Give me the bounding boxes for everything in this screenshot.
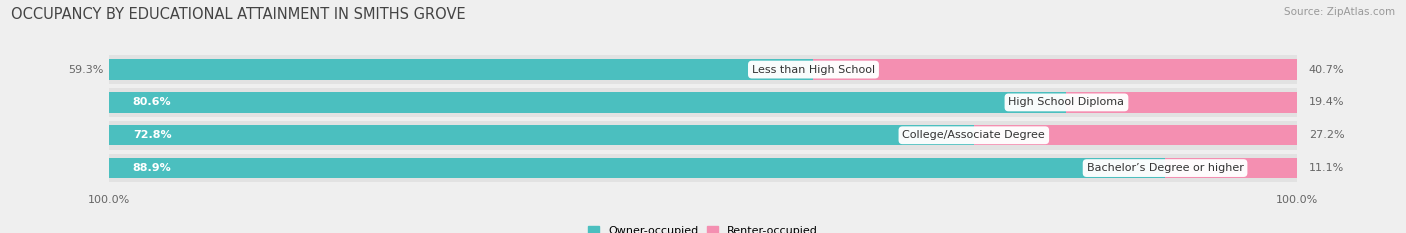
Bar bbox=[1067, 92, 1296, 113]
Text: 72.8%: 72.8% bbox=[132, 130, 172, 140]
Text: Bachelor’s Degree or higher: Bachelor’s Degree or higher bbox=[1087, 163, 1243, 173]
Bar bbox=[110, 154, 1296, 182]
Bar bbox=[1166, 158, 1296, 178]
Text: Less than High School: Less than High School bbox=[752, 65, 875, 75]
Bar bbox=[110, 158, 1166, 178]
Text: College/Associate Degree: College/Associate Degree bbox=[903, 130, 1045, 140]
Text: 40.7%: 40.7% bbox=[1309, 65, 1344, 75]
Bar bbox=[974, 125, 1296, 145]
Bar bbox=[110, 88, 1296, 117]
Bar bbox=[110, 55, 1296, 84]
Text: 59.3%: 59.3% bbox=[67, 65, 103, 75]
Text: 11.1%: 11.1% bbox=[1309, 163, 1344, 173]
Bar bbox=[814, 59, 1296, 80]
Bar bbox=[110, 121, 1296, 150]
Text: High School Diploma: High School Diploma bbox=[1008, 97, 1125, 107]
Text: OCCUPANCY BY EDUCATIONAL ATTAINMENT IN SMITHS GROVE: OCCUPANCY BY EDUCATIONAL ATTAINMENT IN S… bbox=[11, 7, 465, 22]
Bar bbox=[110, 92, 1067, 113]
Legend: Owner-occupied, Renter-occupied: Owner-occupied, Renter-occupied bbox=[588, 226, 818, 233]
Bar bbox=[110, 59, 814, 80]
Text: 88.9%: 88.9% bbox=[132, 163, 172, 173]
Text: 19.4%: 19.4% bbox=[1309, 97, 1344, 107]
Bar bbox=[110, 125, 974, 145]
Text: 80.6%: 80.6% bbox=[132, 97, 172, 107]
Text: 27.2%: 27.2% bbox=[1309, 130, 1344, 140]
Text: Source: ZipAtlas.com: Source: ZipAtlas.com bbox=[1284, 7, 1395, 17]
